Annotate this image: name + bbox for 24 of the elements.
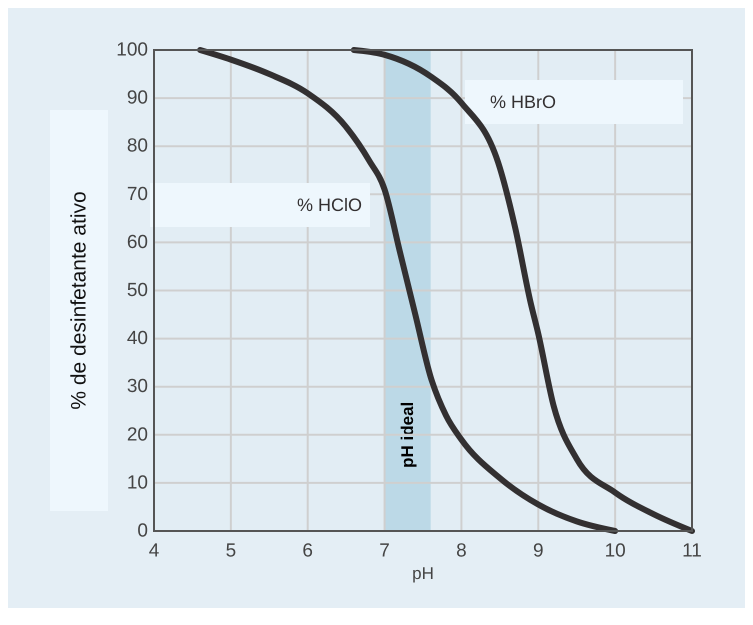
y-tick-label: 0 <box>137 520 148 542</box>
y-tick-label: 80 <box>126 136 148 157</box>
x-tick-label: 7 <box>379 540 390 562</box>
y-tick-label: 60 <box>126 232 148 253</box>
series-label: % HClO <box>296 195 362 215</box>
x-tick-label: 6 <box>302 540 314 562</box>
band-label: pH ideal <box>398 402 418 468</box>
y-axis-title: % de desinfetante ativo <box>68 191 90 410</box>
x-tick-label: 8 <box>456 540 467 562</box>
x-tick-label: 10 <box>604 540 626 562</box>
y-tick-label: 50 <box>126 280 148 301</box>
y-tick-label: 30 <box>126 376 148 398</box>
x-tick-label: 11 <box>682 540 702 562</box>
y-tick-label: 20 <box>126 424 148 446</box>
y-tick-label: 70 <box>126 184 148 205</box>
x-tick-label: 5 <box>226 540 236 562</box>
y-tick-label: 40 <box>126 328 148 350</box>
y-tick-label: 10 <box>126 472 148 494</box>
series-label: % HBrO <box>490 92 556 112</box>
x-tick-label: 9 <box>532 540 544 562</box>
y-tick-label: 100 <box>116 40 148 60</box>
y-tick-label: 90 <box>126 88 148 109</box>
x-tick-label: 4 <box>148 540 160 562</box>
x-axis-title: pH <box>412 564 434 583</box>
